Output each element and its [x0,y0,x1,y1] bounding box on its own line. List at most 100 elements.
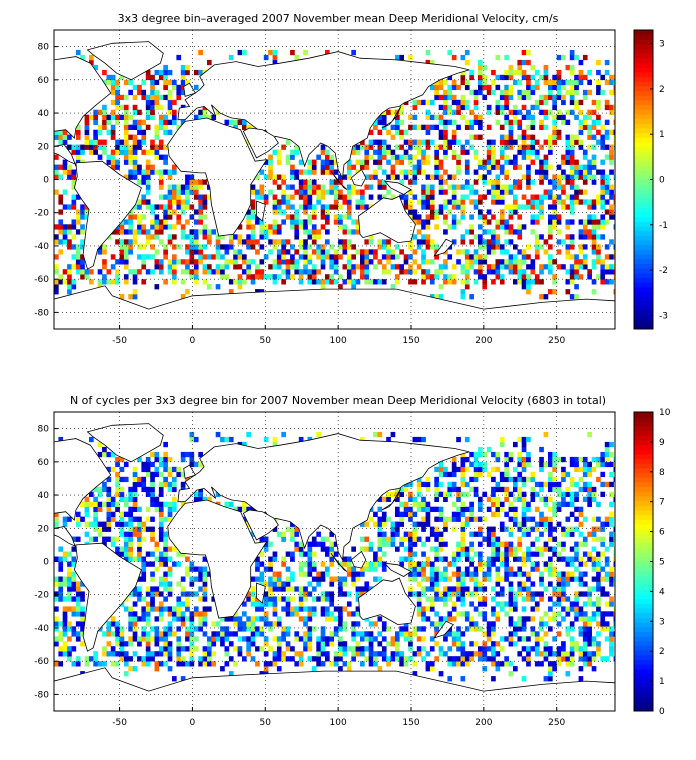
bin-cell [548,506,553,512]
bin-cell [460,199,466,205]
bin-cell [193,179,199,185]
bin-cell [464,571,470,577]
bin-cell [368,641,374,647]
bin-cell [276,264,282,270]
bin-cell [530,84,536,91]
colorbar-tick-label: 2 [659,85,665,95]
bin-cell [311,611,317,617]
bin-cell [54,591,59,597]
bin-cell [172,466,177,473]
bin-cell [250,616,256,622]
bin-cell [569,134,575,140]
bin-cell [329,631,335,637]
bin-cell [316,249,321,255]
bin-cell [281,606,286,612]
bin-cell [141,611,147,617]
bin-cell [521,94,527,101]
bin-cell [176,616,182,622]
bin-cell [237,264,243,270]
bin-cell [447,184,453,190]
bin-cell [421,124,426,130]
bin-cell [338,611,343,617]
bin-cell [521,284,527,290]
bin-cell [381,636,387,642]
bin-cell [268,229,273,235]
bin-cell [360,566,365,572]
bin-cell [434,89,439,96]
bin-cell [154,496,160,502]
bin-cell [456,661,461,667]
bin-cell [346,199,352,205]
bin-cell [451,239,457,245]
bin-cell [128,506,133,512]
bin-cell [600,74,606,81]
bin-cell [228,631,234,637]
bin-cell [386,626,391,632]
bin-cell [561,114,566,120]
bin-cell [499,646,505,652]
bin-cell [360,646,365,652]
bin-cell [132,526,138,532]
bin-cell [521,446,527,453]
bin-cell [58,596,64,602]
bin-cell [434,466,439,473]
bin-cell [578,109,584,115]
bin-cell [587,79,592,86]
bin-cell [167,269,173,275]
bin-cell [425,651,431,657]
bin-cell [119,466,125,473]
x-tick-label: 150 [402,718,419,728]
bin-cell [491,189,496,195]
bin-cell [294,526,300,532]
bin-cell [556,586,562,592]
bin-cell [399,516,404,522]
bin-cell [281,269,286,275]
bin-cell [381,531,387,537]
bin-cell [534,149,540,155]
bin-cell [491,159,496,165]
colorbar-segment [634,608,653,614]
bin-cell [451,461,457,468]
bin-cell [189,591,195,597]
bin-cell [364,254,370,260]
bin-cell [613,466,615,473]
bin-cell [281,174,286,180]
bin-cell [320,184,326,190]
bin-cell [534,84,540,91]
bin-cell [154,79,160,86]
y-tick-label: 60 [38,76,50,86]
bin-cell [552,214,557,220]
bin-cell [316,576,321,582]
bin-cell [460,511,466,517]
bin-cell [220,636,225,642]
bin-cell [491,144,496,150]
bin-cell [438,284,444,290]
bin-cell [578,676,584,682]
bin-cell [220,254,225,260]
bin-cell [569,606,575,612]
bin-cell [408,124,413,130]
bin-cell [180,294,186,300]
bin-cell [434,174,439,180]
bin-cell [517,586,523,592]
bin-cell [355,219,361,225]
bin-cell [110,149,116,155]
bin-cell [377,119,383,125]
bin-cell [84,501,90,507]
bin-cell [561,159,566,165]
bin-cell [582,561,588,567]
bin-cell [207,254,212,260]
bin-cell [58,651,64,657]
colorbar-segment [634,421,653,427]
bin-cell [193,436,199,443]
bin-cell [469,254,474,260]
bin-cell [399,159,404,165]
bin-cell [198,49,203,56]
bin-cell [132,481,138,488]
bin-cell [447,49,453,56]
bin-cell [556,109,562,115]
y-tick-label: 40 [38,491,50,501]
bin-cell [591,546,597,552]
colorbar-tick-label: 0 [659,176,665,186]
bin-cell [54,169,59,175]
